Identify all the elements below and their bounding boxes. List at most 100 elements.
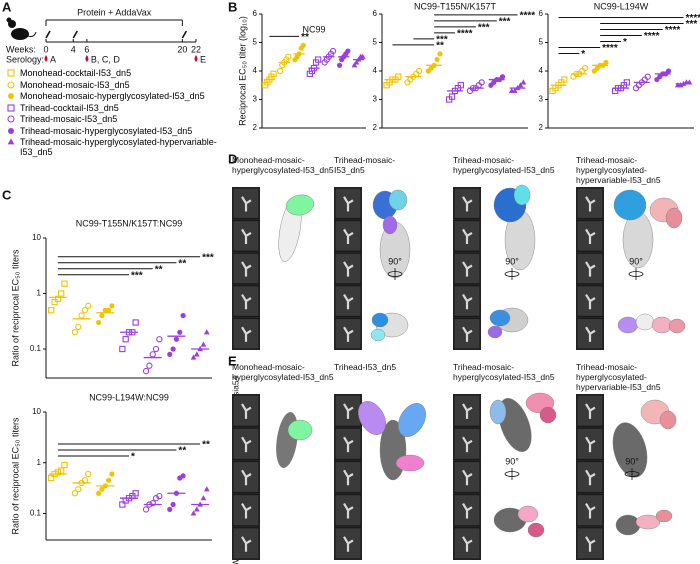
data-point bbox=[167, 351, 173, 357]
particle bbox=[462, 228, 473, 245]
legend-symbol bbox=[7, 80, 15, 89]
column-header: Trihead-mosaic-I53_dn5 bbox=[334, 155, 396, 175]
particle bbox=[343, 403, 354, 419]
particle bbox=[462, 196, 473, 212]
class-average bbox=[232, 460, 260, 494]
data-point bbox=[623, 79, 630, 86]
particle bbox=[343, 536, 354, 552]
legend-marker bbox=[8, 93, 14, 99]
map-density bbox=[539, 406, 557, 424]
data-point bbox=[603, 59, 609, 66]
blood-drop bbox=[85, 55, 89, 62]
data-point bbox=[644, 73, 651, 80]
data-point bbox=[300, 42, 306, 48]
legend-marker bbox=[7, 103, 15, 112]
data-point bbox=[170, 346, 176, 352]
particle bbox=[241, 294, 252, 310]
legend-label: Monohead-mosaic-I53_dn5 bbox=[20, 79, 130, 90]
map-density bbox=[635, 514, 661, 530]
legend-entry: Monohead-mosaic-I53_dn5 bbox=[6, 80, 221, 90]
data-point bbox=[78, 312, 85, 319]
data-point bbox=[85, 470, 92, 478]
data-point bbox=[415, 67, 423, 75]
y-tick-label: 3 bbox=[539, 95, 544, 104]
data-point bbox=[177, 329, 183, 335]
particle bbox=[462, 469, 473, 486]
data-point bbox=[200, 495, 207, 501]
rotation-label: 90° bbox=[505, 456, 519, 466]
data-point bbox=[132, 319, 139, 326]
column-header: Trihead-mosaic-hyperglycosylated-I53_dn5 bbox=[453, 362, 555, 382]
data-point bbox=[54, 469, 62, 476]
data-point bbox=[156, 492, 163, 500]
blood-drop bbox=[44, 55, 48, 62]
map-density bbox=[489, 399, 507, 425]
map-density bbox=[612, 422, 648, 478]
data-point bbox=[119, 501, 126, 508]
particle bbox=[241, 436, 252, 453]
legend-marker bbox=[7, 138, 15, 145]
data-point bbox=[285, 53, 292, 60]
data-point bbox=[58, 290, 65, 297]
data-point bbox=[99, 312, 105, 319]
y-tick-label: 4 bbox=[373, 66, 378, 75]
data-point bbox=[437, 51, 443, 57]
data-point bbox=[51, 298, 58, 306]
significance-label: ** bbox=[178, 446, 186, 457]
week-label: 0 bbox=[43, 44, 48, 54]
data-point bbox=[146, 362, 153, 369]
map-density bbox=[395, 454, 425, 472]
data-point bbox=[457, 82, 464, 89]
data-point bbox=[48, 307, 55, 314]
data-point bbox=[345, 48, 351, 54]
data-point bbox=[511, 87, 518, 94]
particle bbox=[241, 502, 252, 519]
y-tick-label: 6 bbox=[539, 9, 544, 18]
data-point bbox=[48, 474, 55, 482]
significance-label: *** bbox=[499, 17, 511, 28]
particle bbox=[241, 403, 252, 419]
week-label: 4 bbox=[71, 44, 76, 54]
panel-letter: C bbox=[2, 187, 12, 202]
data-point bbox=[149, 499, 156, 507]
data-point bbox=[132, 490, 139, 497]
y-tick-label: 4 bbox=[539, 66, 544, 75]
panel-letter: E bbox=[228, 353, 237, 368]
chart-title: NC99-L194W bbox=[594, 1, 649, 11]
data-point bbox=[61, 280, 68, 287]
data-point bbox=[106, 307, 112, 313]
data-point bbox=[359, 53, 366, 59]
significance-label: *** bbox=[131, 270, 143, 281]
map-density bbox=[655, 509, 673, 523]
particle bbox=[585, 228, 596, 245]
y-tick-label: 0.1 bbox=[30, 509, 42, 518]
map-density bbox=[371, 312, 389, 328]
data-point bbox=[75, 323, 82, 331]
data-point bbox=[109, 471, 115, 477]
significance-label: ** bbox=[155, 264, 163, 275]
legend-symbol bbox=[7, 138, 15, 145]
particle bbox=[462, 502, 473, 519]
particle bbox=[462, 436, 473, 453]
data-point bbox=[180, 312, 186, 319]
data-point bbox=[499, 74, 506, 80]
map-density bbox=[358, 401, 386, 435]
column-header: Monohead-mosaic-hyperglycosylated-I53_dn… bbox=[232, 362, 334, 382]
map-density bbox=[388, 189, 408, 211]
y-tick-label: 10 bbox=[32, 407, 41, 416]
data-point bbox=[173, 336, 180, 342]
map-density bbox=[489, 309, 511, 327]
legend-marker bbox=[7, 115, 15, 123]
data-point bbox=[203, 486, 210, 492]
data-point bbox=[276, 67, 284, 75]
data-point bbox=[167, 506, 173, 513]
week-label: 6 bbox=[84, 44, 89, 54]
particle bbox=[462, 294, 473, 310]
significance-label: ** bbox=[436, 41, 444, 52]
y-tick-label: 10 bbox=[32, 233, 41, 242]
y-tick-label: 4 bbox=[253, 66, 258, 75]
legend-marker bbox=[7, 80, 15, 89]
legend-marker bbox=[8, 127, 14, 134]
data-point bbox=[193, 351, 200, 357]
data-point bbox=[434, 57, 440, 63]
